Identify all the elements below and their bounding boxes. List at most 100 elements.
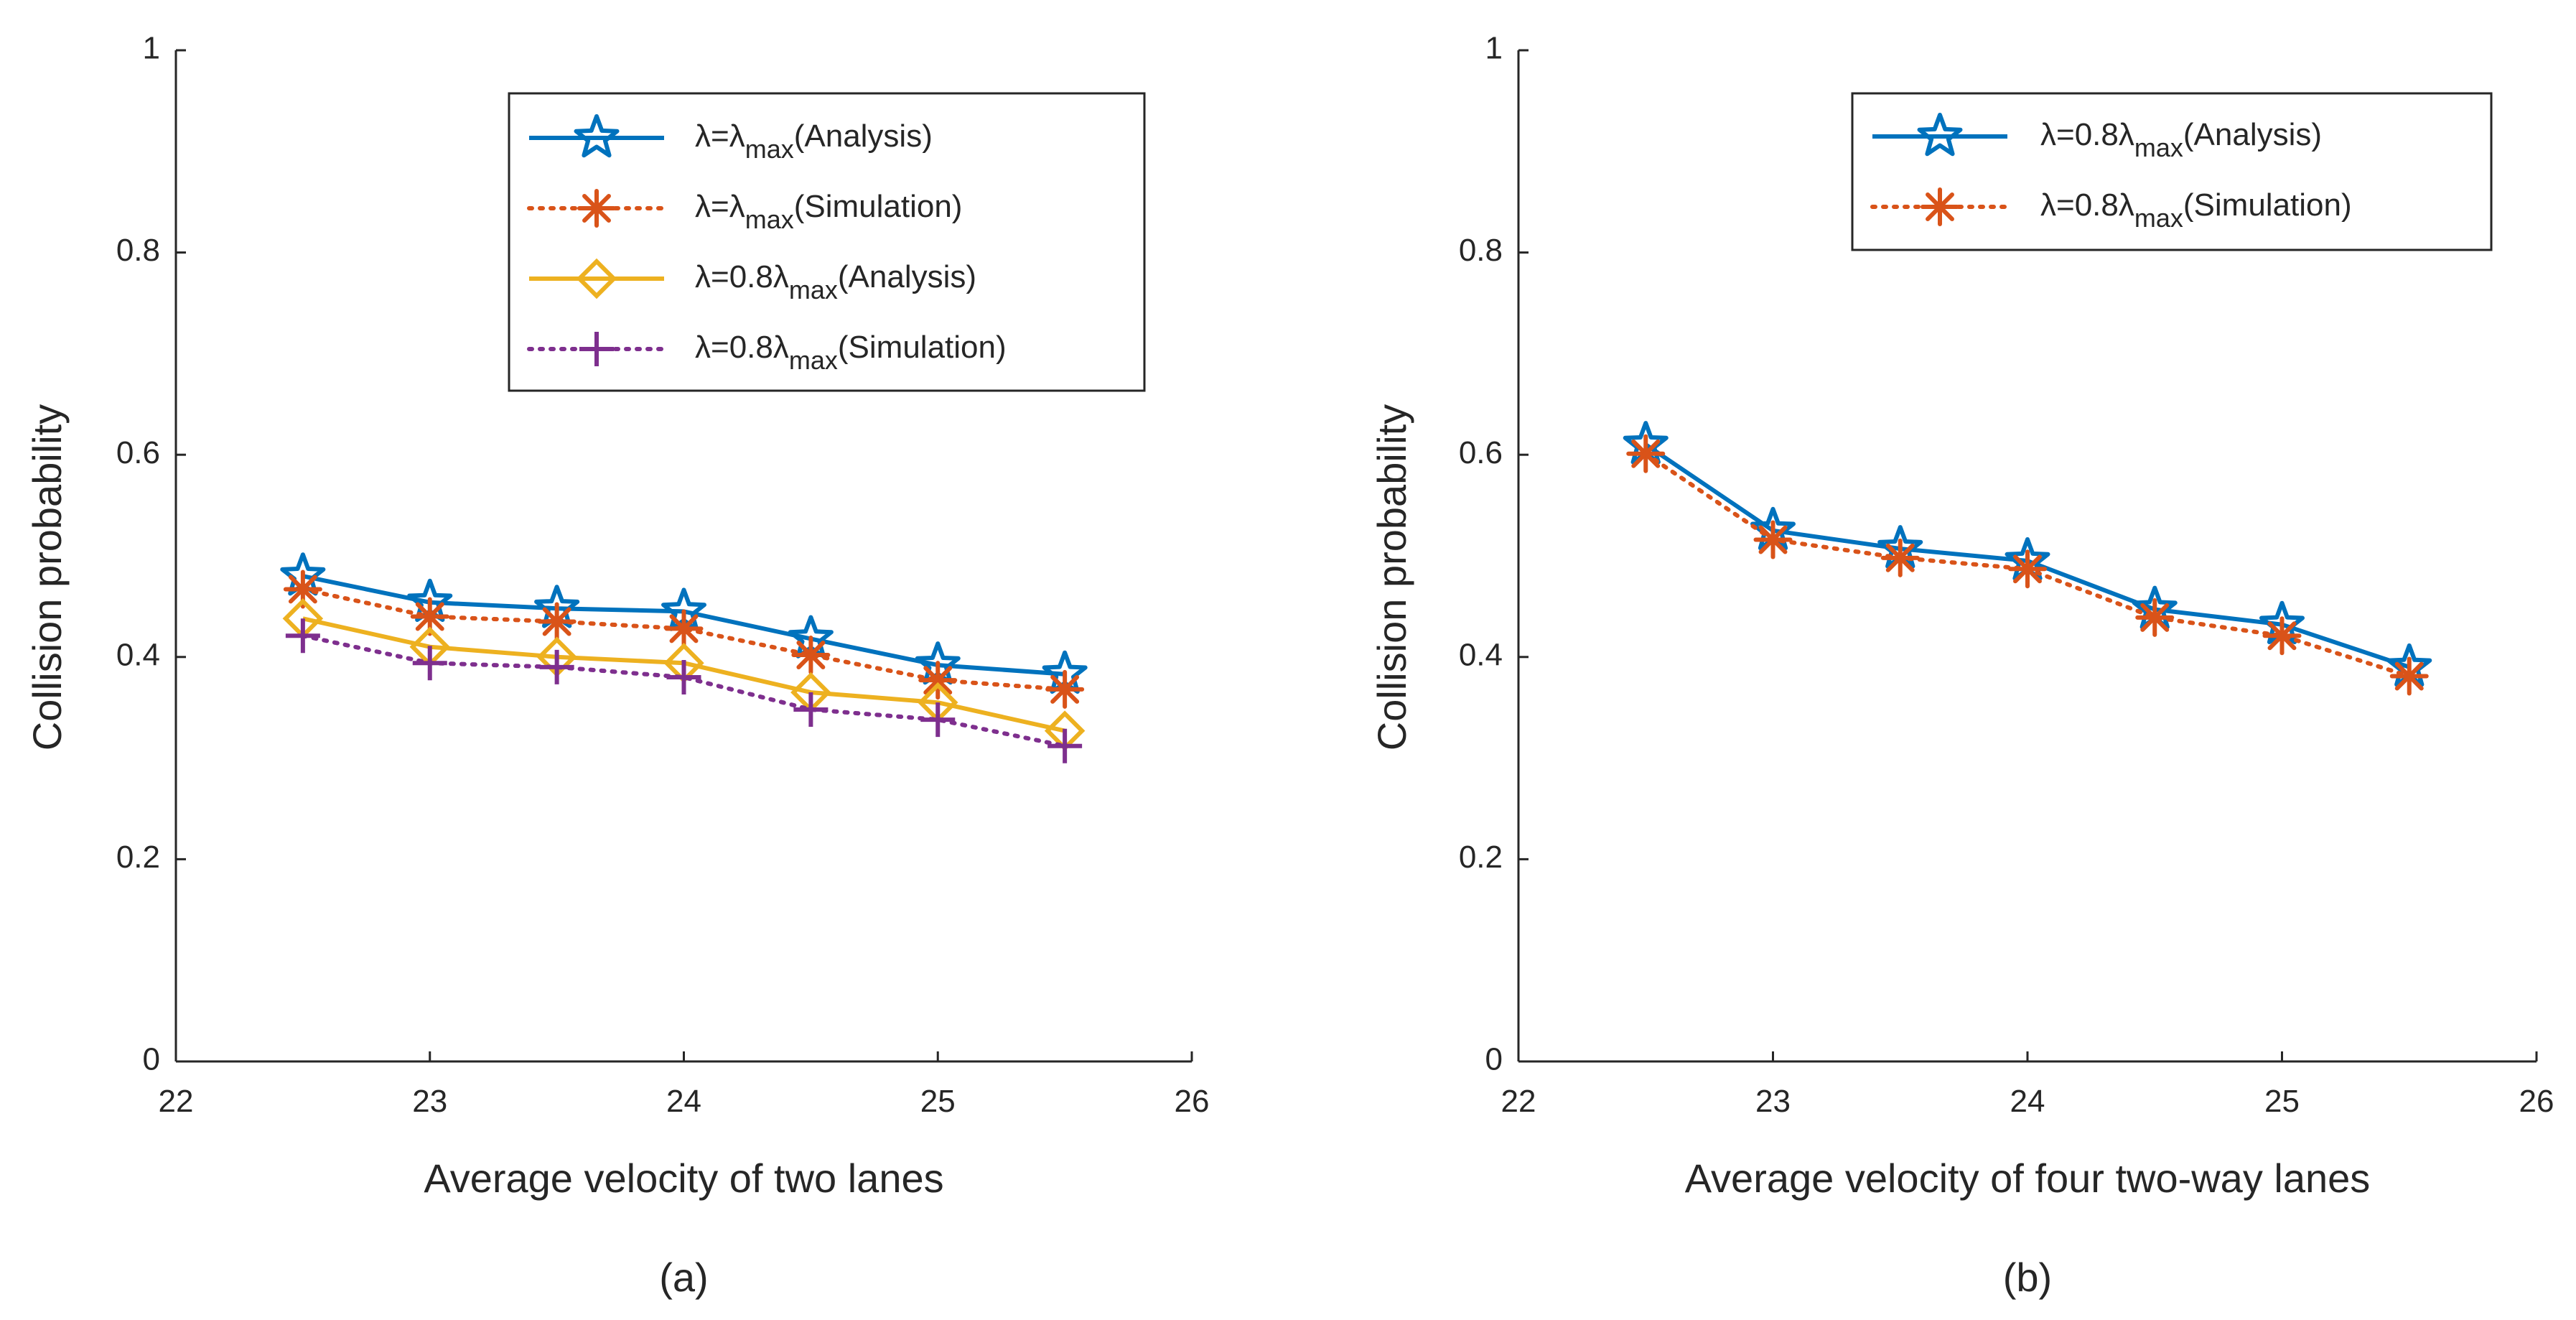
- panel-a-legend-label-part-1: max: [745, 205, 794, 234]
- panel-a-series-2-point: [918, 661, 958, 700]
- panel-b-series-2-point: [2389, 656, 2429, 696]
- panel-a-legend-marker-shape: [574, 114, 620, 158]
- panel-b-x-tick-label: 25: [2264, 1084, 2300, 1119]
- panel-b: 22 23 24 25 26 0 0.2 0.4 0.6 0.8 1 Average velocity…: [1369, 31, 2554, 1300]
- panel-b-y-tick-label: 0.4: [1459, 637, 1503, 672]
- panel-b-legend-label-part-1: max: [2134, 203, 2183, 233]
- panel-b-y-axis-label: Collision probability: [1369, 404, 1414, 750]
- panel-b-legend-marker-stroke: [1926, 192, 1954, 221]
- panel-b-y-tick-label: 0.6: [1459, 435, 1503, 470]
- panel-a-legend-label-part-0: λ=λ: [695, 189, 745, 224]
- panel-a-x-tick-label: 22: [159, 1084, 194, 1119]
- panel-a-x-axis-label: Average velocity of two lanes: [424, 1156, 943, 1201]
- panel-b-series-2-point: [1626, 434, 1666, 473]
- panel-a-y-tick-label: 0.4: [116, 637, 160, 672]
- panel-a-legend-marker-shape: [576, 258, 617, 299]
- panel-b-legend-label-part-2: (Simulation): [2183, 187, 2352, 223]
- panel-a-y-tick-label: 0.8: [116, 233, 160, 268]
- panel-b-legend-label-part-1: max: [2134, 133, 2183, 162]
- panel-a-series-4: [285, 618, 1083, 763]
- panel-a-x-tick-label: 23: [412, 1084, 447, 1119]
- panel-a-legend-marker: [576, 258, 617, 299]
- panel-b-legend: λ=0.8λmax(Analysis)λ=0.8λmax(Simulation): [1851, 92, 2493, 251]
- panel-a-legend-entry: λ=0.8λmax(Simulation): [527, 330, 1007, 375]
- panel-a-series-2-point-stroke: [288, 575, 317, 604]
- panel-b-y-tick-label: 0.8: [1459, 233, 1503, 268]
- panel-a-y-tick-label: 0: [143, 1042, 160, 1077]
- panel-a-legend-entry: λ=λmax(Analysis): [529, 114, 933, 164]
- panel-b-series-2-point-stroke: [2394, 661, 2424, 691]
- panel-a-legend: λ=λmax(Analysis)λ=λmax(Simulation)λ=0.8λ…: [508, 92, 1146, 392]
- panel-b-y-tick-label: 0: [1485, 1042, 1503, 1077]
- panel-a-legend-label-part-0: λ=λ: [695, 118, 745, 154]
- panel-a-series-2-point: [1045, 669, 1085, 709]
- panel-b-series-2-point-stroke: [2013, 554, 2042, 584]
- panel-b-legend-label-part-0: λ=0.8λ: [2040, 117, 2134, 152]
- panel-b-series-2-point-stroke: [1885, 543, 1915, 572]
- panel-b-legend-label-part-2: (Analysis): [2183, 117, 2322, 152]
- panel-a-series-2-point-stroke: [415, 602, 444, 631]
- panel-a-y-tick-label: 1: [143, 31, 160, 66]
- panel-a-legend-label-part-1: max: [789, 345, 838, 375]
- panel-b-series-2-point-stroke: [2140, 603, 2170, 632]
- panel-a-legend-marker-stroke: [582, 194, 611, 223]
- panel-b-series-2-point-stroke: [1758, 525, 1788, 554]
- panel-a-legend-label-part-2: (Simulation): [794, 189, 963, 224]
- panel-a-series-2-point-stroke: [669, 614, 699, 643]
- panel-b-label: (b): [2003, 1255, 2052, 1300]
- panel-a-legend-box: [508, 92, 1146, 392]
- panel-b-y-tick-label: 0.2: [1459, 840, 1503, 875]
- panel-b-x-tick-label: 22: [1501, 1084, 1536, 1119]
- panel-a-y-axis-label: Collision probability: [24, 404, 70, 750]
- panel-a-x-tick-label: 24: [666, 1084, 701, 1119]
- panel-a-legend-label-part-2: (Analysis): [794, 118, 933, 154]
- panel-a-legend-label-part-0: λ=0.8λ: [695, 330, 789, 365]
- panel-b-x-tick-label: 23: [1755, 1084, 1791, 1119]
- panel-b-legend-label: λ=0.8λmax(Analysis): [2040, 117, 2322, 162]
- panel-b-series-2-point-stroke: [2267, 621, 2297, 651]
- panel-b-legend-label: λ=0.8λmax(Simulation): [2040, 187, 2352, 233]
- panel-a-legend-marker: [579, 332, 614, 366]
- panel-a-legend-marker: [577, 189, 616, 228]
- panel-a-series-2: [283, 570, 1085, 709]
- panel-a-series-4-point: [920, 702, 956, 738]
- panel-b-legend-marker-shape: [1917, 113, 1963, 157]
- panel-b-y-tick-label: 1: [1485, 31, 1503, 66]
- panel-a-x-tick-label: 26: [1175, 1084, 1210, 1119]
- panel-b-series-2: [1626, 434, 2429, 696]
- panel-a-label: (a): [659, 1255, 708, 1300]
- panel-a-legend-label: λ=λmax(Simulation): [695, 189, 962, 234]
- panel-a-series-2-point: [791, 635, 831, 674]
- panel-a-series-2-point: [664, 609, 704, 649]
- panel-a-legend-label-part-0: λ=0.8λ: [695, 259, 789, 294]
- panel-a-series-4-point: [793, 692, 829, 728]
- panel-a-legend-entry: λ=λmax(Simulation): [527, 189, 962, 234]
- panel-a-legend-marker: [574, 114, 620, 158]
- panel-a-series-2-point: [537, 602, 577, 641]
- panel-b-series-2-point: [1753, 520, 1793, 559]
- panel-b-legend-entry: λ=0.8λmax(Analysis): [1872, 113, 2322, 162]
- panel-a: 22 23 24 25 26 0 0.2 0.4 0.6 0.8 1 Average velocity…: [24, 31, 1209, 1300]
- panel-b-legend-entry: λ=0.8λmax(Simulation): [1870, 187, 2352, 233]
- panel-a-series-2-point-stroke: [542, 607, 571, 636]
- panel-b-series-2-point: [2262, 616, 2302, 656]
- panel-b-series-2-point: [2135, 598, 2175, 637]
- panel-a-legend-label: λ=0.8λmax(Analysis): [695, 259, 976, 305]
- panel-a-legend-label-part-2: (Simulation): [838, 330, 1007, 365]
- panel-a-y-tick-label: 0.6: [116, 435, 160, 470]
- panel-b-x-tick-label: 26: [2519, 1084, 2554, 1119]
- panel-b-legend-marker: [1917, 113, 1963, 157]
- panel-a-series-2-point-stroke: [923, 666, 953, 695]
- panel-a-y-tick-label: 0.2: [116, 840, 160, 875]
- panel-a-legend-label-part-2: (Analysis): [838, 259, 976, 294]
- panel-b-legend-label-part-0: λ=0.8λ: [2040, 187, 2134, 223]
- panel-a-series-4-point: [539, 649, 574, 684]
- panel-a-series-2-point-stroke: [1050, 674, 1080, 704]
- panel-a-legend-label-part-1: max: [745, 134, 794, 164]
- panel-a-series-2-point-stroke: [796, 641, 826, 669]
- panel-a-series-4-point: [285, 618, 320, 654]
- panel-b-x-tick-label: 24: [2010, 1084, 2045, 1119]
- panel-a-legend-label-part-1: max: [789, 275, 838, 305]
- panel-a-series-4-point: [412, 646, 447, 681]
- panel-b-legend-box: [1851, 92, 2493, 251]
